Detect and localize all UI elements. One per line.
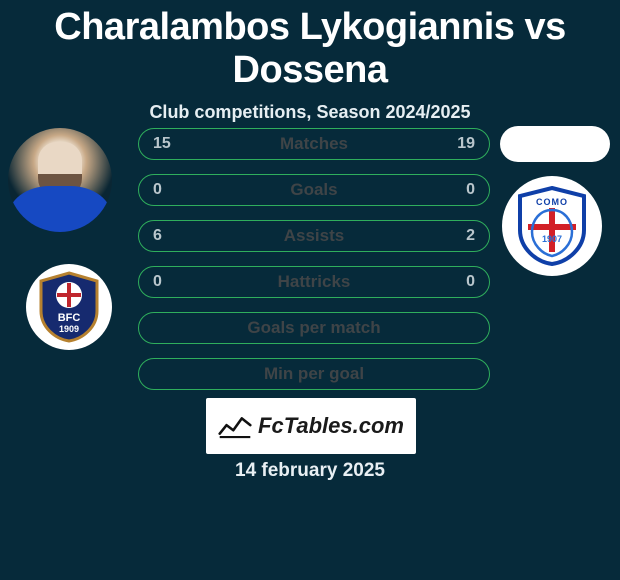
subtitle: Club competitions, Season 2024/2025 bbox=[0, 102, 620, 123]
como-shield-icon: COMO 1907 bbox=[516, 186, 588, 266]
stat-left-value: 0 bbox=[139, 267, 176, 297]
brand-text: FcTables.com bbox=[258, 413, 404, 439]
stat-label: Matches bbox=[280, 134, 348, 154]
stat-row: 0 Goals 0 bbox=[138, 174, 490, 206]
comparison-card: Charalambos Lykogiannis vs Dossena Club … bbox=[0, 6, 620, 123]
bfc-shield-icon: BFC 1909 bbox=[37, 271, 101, 343]
stat-left-value bbox=[139, 313, 167, 343]
stat-right-value: 0 bbox=[452, 175, 489, 205]
svg-text:COMO: COMO bbox=[536, 197, 568, 207]
stat-row: 0 Hattricks 0 bbox=[138, 266, 490, 298]
stat-right-value bbox=[461, 359, 489, 389]
stat-right-value: 0 bbox=[452, 267, 489, 297]
club-left-crest: BFC 1909 bbox=[26, 264, 112, 350]
svg-text:1909: 1909 bbox=[59, 324, 79, 334]
stat-label: Goals per match bbox=[247, 318, 380, 338]
page-title: Charalambos Lykogiannis vs Dossena bbox=[0, 6, 620, 92]
stat-label: Min per goal bbox=[264, 364, 364, 384]
svg-text:BFC: BFC bbox=[58, 312, 81, 324]
stat-right-value: 2 bbox=[452, 221, 489, 251]
stat-row: Goals per match bbox=[138, 312, 490, 344]
player-left-avatar bbox=[8, 128, 112, 232]
stat-right-value bbox=[461, 313, 489, 343]
svg-text:1907: 1907 bbox=[542, 234, 562, 244]
stat-label: Assists bbox=[284, 226, 344, 246]
stat-row: Min per goal bbox=[138, 358, 490, 390]
stat-left-value bbox=[139, 359, 167, 389]
player-right-avatar bbox=[500, 126, 610, 162]
stat-left-value: 0 bbox=[139, 175, 176, 205]
stat-left-value: 6 bbox=[139, 221, 176, 251]
stat-left-value: 15 bbox=[139, 129, 185, 159]
stat-label: Hattricks bbox=[278, 272, 351, 292]
stat-row: 15 Matches 19 bbox=[138, 128, 490, 160]
stat-label: Goals bbox=[290, 180, 337, 200]
club-right-crest: COMO 1907 bbox=[502, 176, 602, 276]
stats-list: 15 Matches 19 0 Goals 0 6 Assists 2 0 Hattricks 0 Go… bbox=[138, 128, 490, 404]
stat-right-value: 19 bbox=[443, 129, 489, 159]
stat-row: 6 Assists 2 bbox=[138, 220, 490, 252]
fctables-logo-icon bbox=[218, 413, 252, 439]
footer-date: 14 february 2025 bbox=[0, 460, 620, 482]
brand-badge[interactable]: FcTables.com bbox=[206, 398, 416, 454]
